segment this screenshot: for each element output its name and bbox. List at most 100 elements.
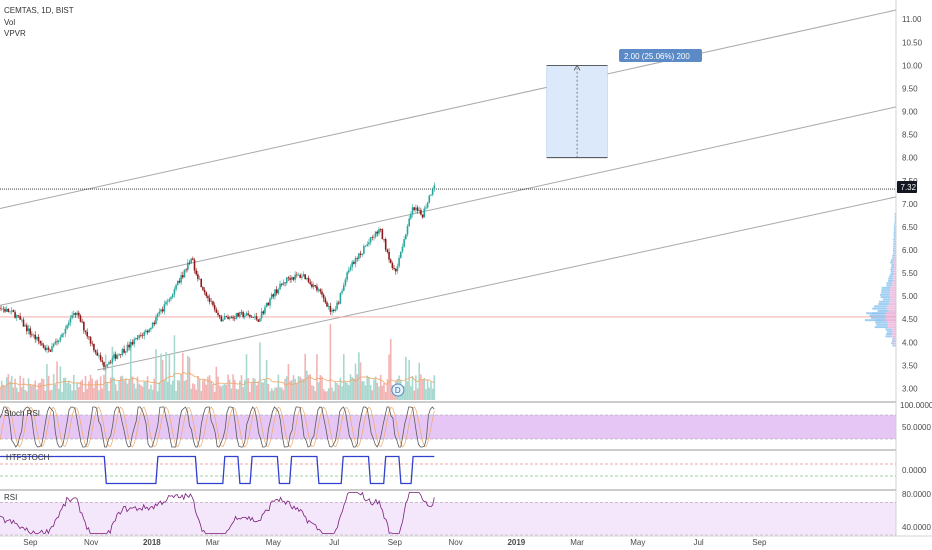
time-tick-label: May [630, 538, 645, 547]
candle-body [363, 246, 365, 254]
volume-bar [410, 386, 412, 400]
volume-bar [339, 377, 342, 400]
volume-bar [84, 375, 87, 400]
candle-body [376, 231, 379, 234]
volume-bar [192, 383, 194, 400]
candle-body [254, 316, 256, 318]
volume-profile-bar [889, 275, 894, 278]
legend-vol[interactable]: Vol [4, 18, 15, 27]
candle-body [197, 274, 199, 279]
volume-bar [260, 382, 263, 400]
rsi-label[interactable]: RSI [4, 493, 17, 502]
volume-bar [416, 388, 419, 400]
candle-body [185, 269, 187, 271]
volume-profile-bar [894, 224, 896, 227]
candle-body [386, 249, 389, 252]
channel-line [97, 196, 897, 371]
volume-bar [254, 378, 256, 400]
volume-profile-bar [878, 303, 889, 306]
rsi-tick-label: 80.0000 [902, 490, 931, 499]
volume-profile-bar [893, 243, 895, 246]
stoch-rsi-label[interactable]: Stoch RSI [4, 409, 40, 418]
volume-bar [171, 380, 174, 400]
volume-profile-bar [877, 309, 889, 312]
volume-profile-bar [891, 266, 895, 269]
volume-bar [26, 391, 28, 400]
volume-bar [96, 379, 99, 400]
volume-bar [62, 378, 65, 400]
time-axis[interactable]: Sep Nov 2018 Mar May Jul Sep Nov 2019 Mar May Jul Se… [23, 538, 767, 547]
volume-bar [128, 379, 130, 400]
legend-vpvr[interactable]: VPVR [4, 29, 26, 38]
volume-bar [203, 379, 206, 400]
horizontal-levels[interactable] [0, 188, 896, 318]
time-tick-label: Jul [693, 538, 703, 547]
volume-profile-bar [894, 213, 896, 216]
dividend-marker[interactable]: D [391, 383, 405, 397]
time-tick-label: May [266, 538, 281, 547]
candle-body [14, 312, 16, 318]
candle-body [284, 282, 286, 284]
volume-bar [240, 375, 243, 400]
candle-body [168, 298, 171, 302]
volume-profile-bar [885, 328, 892, 331]
volume-profile-bar [891, 335, 896, 338]
legend-symbol[interactable]: CEMTAS, 1D, BIST [4, 6, 74, 15]
candle-body [104, 366, 107, 368]
volume-bar [190, 388, 192, 400]
price-tick-label: 5.00 [902, 292, 918, 301]
candle-body [94, 350, 97, 353]
stoch-k-line [0, 406, 435, 448]
channel-lines[interactable] [0, 9, 897, 371]
candle-body [421, 214, 424, 218]
volume-bar [46, 364, 48, 400]
volume-profile-bar [879, 293, 890, 296]
candle-body [217, 312, 219, 315]
volume-profile-bar [889, 296, 896, 299]
volume-bar [249, 391, 251, 400]
candle-body [410, 214, 412, 219]
volume-bar [66, 383, 68, 400]
volume-profile-bar [892, 254, 895, 257]
volume-profile-bar [894, 254, 896, 257]
candle-body [329, 305, 332, 312]
price-axis[interactable]: 3.003.504.004.505.005.506.006.507.007.50… [900, 15, 932, 532]
projection-box[interactable] [546, 64, 608, 159]
candle-body [88, 336, 90, 338]
volume-profile-bar [893, 259, 896, 262]
volume-bar [126, 383, 129, 400]
candle-body [173, 289, 176, 295]
volume-bar [5, 377, 8, 400]
candle-body [203, 289, 206, 293]
volume-profile-bar [893, 236, 896, 239]
candle-body [99, 355, 102, 361]
volume-bar [220, 386, 223, 400]
volume-profile-bar [889, 300, 896, 303]
htfstoch-label[interactable]: HTFSTOCH [6, 453, 50, 462]
volume-bar [198, 379, 201, 400]
volume-bar [430, 381, 432, 400]
volume-profile-bar [870, 316, 886, 319]
candle-body [26, 325, 28, 332]
volume-bar [270, 388, 273, 400]
volume-bar [334, 382, 337, 400]
volume-bar [163, 379, 166, 400]
candle-body [119, 354, 122, 356]
candle-body [311, 284, 313, 288]
volume-bar [57, 388, 60, 400]
candle-body [143, 332, 146, 336]
projection-arrowhead [573, 64, 581, 71]
volume-bar [213, 391, 216, 400]
volume-bar [405, 356, 407, 400]
volume-bar [19, 375, 21, 400]
candle-body [223, 316, 226, 320]
volume-bar [200, 390, 203, 400]
pane-separators[interactable] [0, 0, 932, 537]
candle-body [294, 274, 296, 280]
volume-bar [91, 378, 94, 400]
candle-body [146, 330, 149, 333]
volume-bar [265, 359, 268, 400]
candle-body [269, 298, 271, 306]
price-tick-label: 6.50 [902, 223, 918, 232]
